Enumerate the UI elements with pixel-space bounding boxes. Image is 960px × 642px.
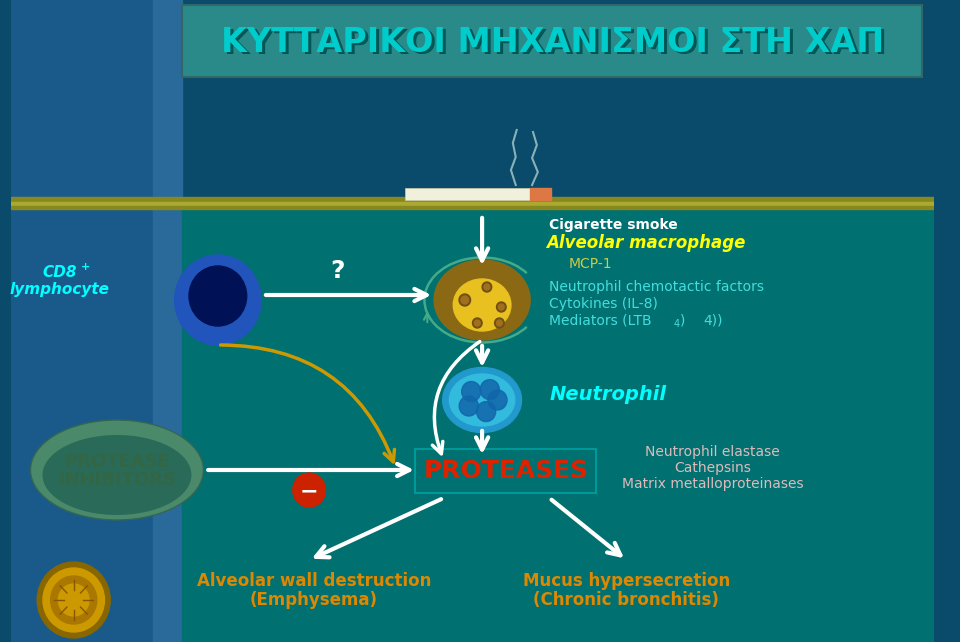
Bar xyxy=(12,206,934,209)
Text: ?: ? xyxy=(330,259,346,283)
Text: ΚΥΤΤΑΡΙΚΟΙ ΜΗΧΑΝΙΣΜΟΙ ΣΤΗ ΧΑΠ: ΚΥΤΤΑΡΙΚΟΙ ΜΗΧΑΝΙΣΜΟΙ ΣΤΗ ΧΑΠ xyxy=(224,28,887,62)
Circle shape xyxy=(59,584,89,616)
Ellipse shape xyxy=(31,420,204,520)
Text: Alveolar wall destruction: Alveolar wall destruction xyxy=(197,572,431,590)
Text: 4: 4 xyxy=(673,319,680,329)
Text: Neutrophil: Neutrophil xyxy=(549,385,666,404)
Bar xyxy=(530,188,551,200)
Text: PROTEASES: PROTEASES xyxy=(423,459,588,483)
Text: ): ) xyxy=(680,314,685,328)
Text: Mediators (LTB: Mediators (LTB xyxy=(549,314,652,328)
Text: Cathepsins: Cathepsins xyxy=(674,461,751,475)
Circle shape xyxy=(496,302,506,312)
Text: CD8: CD8 xyxy=(42,265,77,280)
Text: ΚΥΤΤΑΡΙΚΟΙ ΜΗΧΑΝΙΣΜΟΙ ΣΤΗ ΧΑΠ: ΚΥΤΤΑΡΙΚΟΙ ΜΗΧΑΝΙΣΜΟΙ ΣΤΗ ΧΑΠ xyxy=(221,26,884,58)
Text: (Emphysema): (Emphysema) xyxy=(250,591,378,609)
Circle shape xyxy=(293,473,325,507)
Circle shape xyxy=(494,318,504,328)
Text: MCP-1: MCP-1 xyxy=(568,257,612,271)
Ellipse shape xyxy=(449,374,515,426)
Bar xyxy=(154,0,182,642)
Bar xyxy=(182,5,923,77)
FancyBboxPatch shape xyxy=(405,188,530,200)
Text: +: + xyxy=(81,262,89,272)
Ellipse shape xyxy=(443,367,521,433)
Circle shape xyxy=(175,255,261,345)
Text: Cigarette smoke: Cigarette smoke xyxy=(549,218,678,232)
Bar xyxy=(12,202,934,206)
Circle shape xyxy=(476,402,495,422)
Circle shape xyxy=(459,396,478,416)
Circle shape xyxy=(459,294,470,306)
Circle shape xyxy=(43,568,105,632)
Text: INHIBITORS: INHIBITORS xyxy=(58,471,176,489)
Circle shape xyxy=(482,282,492,292)
Bar xyxy=(12,0,154,642)
Text: (Chronic bronchitis): (Chronic bronchitis) xyxy=(534,591,719,609)
Circle shape xyxy=(484,284,490,290)
Ellipse shape xyxy=(453,279,511,331)
Circle shape xyxy=(474,320,480,326)
Text: Neutrophil chemotactic factors: Neutrophil chemotactic factors xyxy=(549,280,764,294)
Text: PROTEASE: PROTEASE xyxy=(64,453,170,471)
Ellipse shape xyxy=(434,260,530,340)
Text: lymphocyte: lymphocyte xyxy=(10,282,109,297)
Circle shape xyxy=(37,562,110,638)
Text: Alveolar macrophage: Alveolar macrophage xyxy=(546,234,746,252)
Ellipse shape xyxy=(42,435,191,515)
Circle shape xyxy=(472,318,482,328)
Bar xyxy=(182,205,934,642)
Circle shape xyxy=(462,381,481,401)
Bar xyxy=(12,197,934,202)
Text: 4)): 4)) xyxy=(703,314,723,328)
Text: Neutrophil elastase: Neutrophil elastase xyxy=(645,445,780,459)
FancyBboxPatch shape xyxy=(415,449,596,493)
Circle shape xyxy=(51,576,97,624)
Circle shape xyxy=(461,296,468,304)
Text: Matrix metalloproteinases: Matrix metalloproteinases xyxy=(622,477,804,491)
Text: −: − xyxy=(300,481,319,501)
Circle shape xyxy=(488,390,507,410)
Circle shape xyxy=(189,266,247,326)
Circle shape xyxy=(496,320,502,326)
Text: Cytokines (IL-8): Cytokines (IL-8) xyxy=(549,297,659,311)
Circle shape xyxy=(480,379,499,399)
Text: Mucus hypersecretion: Mucus hypersecretion xyxy=(522,572,730,590)
Circle shape xyxy=(498,304,504,310)
